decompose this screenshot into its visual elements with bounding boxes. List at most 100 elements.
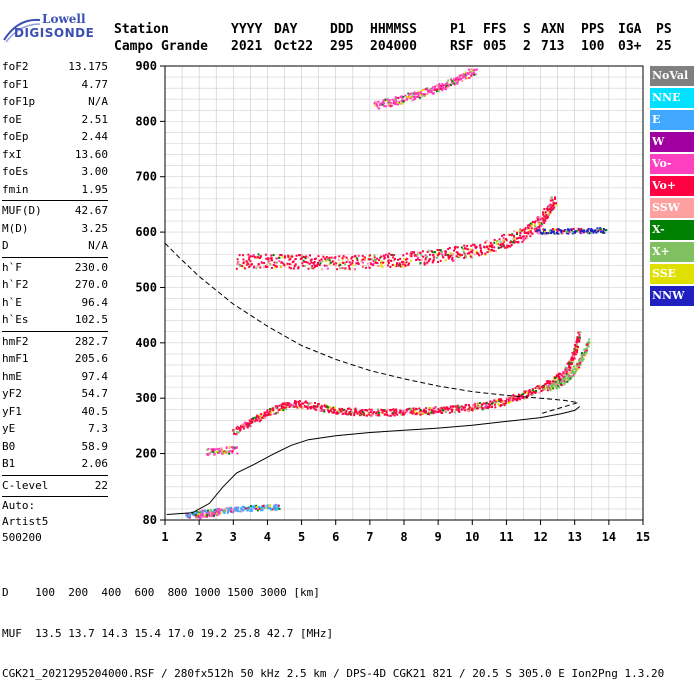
echo-point	[497, 246, 500, 249]
echo-point	[307, 267, 310, 270]
echo-point	[408, 93, 411, 96]
echo-point	[421, 411, 424, 414]
echo-point	[436, 248, 439, 251]
echo-point	[424, 254, 427, 257]
echo-point	[218, 507, 221, 510]
echo-point	[426, 413, 429, 416]
echo-point	[324, 258, 327, 261]
param-value: N/A	[88, 239, 108, 252]
echo-point	[567, 229, 570, 232]
echo-point	[509, 245, 512, 248]
echo-point	[543, 208, 546, 211]
param-group-2: MUF(D) 42.67 M(D) 3.25 D N/A	[2, 202, 108, 255]
echo-point	[380, 411, 383, 414]
echo-point	[559, 372, 562, 375]
echo-point	[284, 408, 287, 411]
echo-point	[567, 372, 570, 375]
echo-point	[473, 253, 476, 256]
echo-point	[344, 411, 347, 414]
echo-point	[217, 450, 220, 453]
echo-point	[471, 251, 474, 254]
echo-point	[349, 263, 352, 266]
echo-point	[293, 265, 296, 268]
header-value-7: 2	[523, 39, 531, 54]
echo-point	[443, 406, 446, 409]
echo-point	[565, 374, 568, 377]
param-row: C-level 22	[2, 477, 108, 495]
echo-point	[236, 258, 239, 261]
echo-point	[425, 93, 428, 96]
echo-point	[539, 224, 542, 227]
echo-point	[287, 255, 290, 258]
lowell-digisonde-logo: Lowell DIGISONDE	[2, 8, 102, 48]
echo-point	[542, 213, 545, 216]
echo-point	[601, 231, 604, 234]
echo-point	[363, 256, 366, 259]
echo-point	[507, 399, 510, 402]
echo-point	[405, 252, 408, 255]
echo-point	[379, 102, 382, 105]
header-value-4: 204000	[370, 39, 417, 54]
divider	[2, 330, 108, 332]
echo-point	[424, 258, 427, 261]
echo-point	[428, 413, 431, 416]
echo-point	[400, 413, 403, 416]
echo-point	[438, 251, 441, 254]
header-label-1: YYYY	[231, 22, 263, 37]
echo-point	[501, 242, 504, 245]
echo-point	[250, 263, 253, 266]
echo-point	[535, 228, 538, 231]
echo-point	[549, 211, 552, 214]
echo-point	[436, 84, 439, 87]
echo-point	[578, 340, 581, 343]
echo-point	[326, 267, 329, 270]
echo-point	[549, 230, 552, 233]
echo-point	[359, 409, 362, 412]
echo-point	[426, 261, 429, 264]
echo-point	[574, 367, 577, 370]
echo-point	[389, 102, 392, 105]
echo-point	[373, 256, 376, 259]
echo-point	[505, 402, 508, 405]
param-row: yE 7.3	[2, 420, 108, 438]
echo-point	[520, 229, 523, 232]
echo-point	[474, 69, 477, 72]
echo-point	[472, 404, 475, 407]
param-row: h`F2 270.0	[2, 276, 108, 294]
echo-point	[577, 331, 580, 334]
param-row: yF1 40.5	[2, 403, 108, 421]
echo-point	[526, 237, 529, 240]
echo-point	[277, 507, 280, 510]
echo-point	[374, 104, 377, 107]
echo-point	[442, 256, 445, 259]
echo-point	[547, 379, 550, 382]
echo-point	[201, 515, 204, 518]
echo-point	[582, 231, 585, 234]
echo-point	[249, 425, 252, 428]
echo-point	[462, 74, 465, 77]
echo-point	[264, 413, 267, 416]
echo-point	[227, 509, 230, 512]
echo-point	[566, 380, 569, 383]
echo-point	[428, 90, 431, 93]
echo-point	[557, 227, 560, 230]
echo-point	[529, 235, 532, 238]
param-name: B0	[2, 439, 16, 453]
echo-point	[520, 396, 523, 399]
echo-point	[413, 98, 416, 101]
echo-point	[268, 504, 271, 507]
echo-point	[384, 105, 387, 108]
echo-point	[466, 252, 469, 255]
echo-point	[341, 267, 344, 270]
echo-point	[407, 264, 410, 267]
echo-point	[503, 245, 506, 248]
echo-point	[493, 238, 496, 241]
echo-point	[542, 228, 545, 231]
echo-point	[223, 512, 226, 515]
echo-point	[361, 411, 364, 414]
echo-point	[563, 380, 566, 383]
echo-point	[426, 88, 429, 91]
echo-point	[358, 414, 361, 417]
echo-point	[523, 231, 526, 234]
